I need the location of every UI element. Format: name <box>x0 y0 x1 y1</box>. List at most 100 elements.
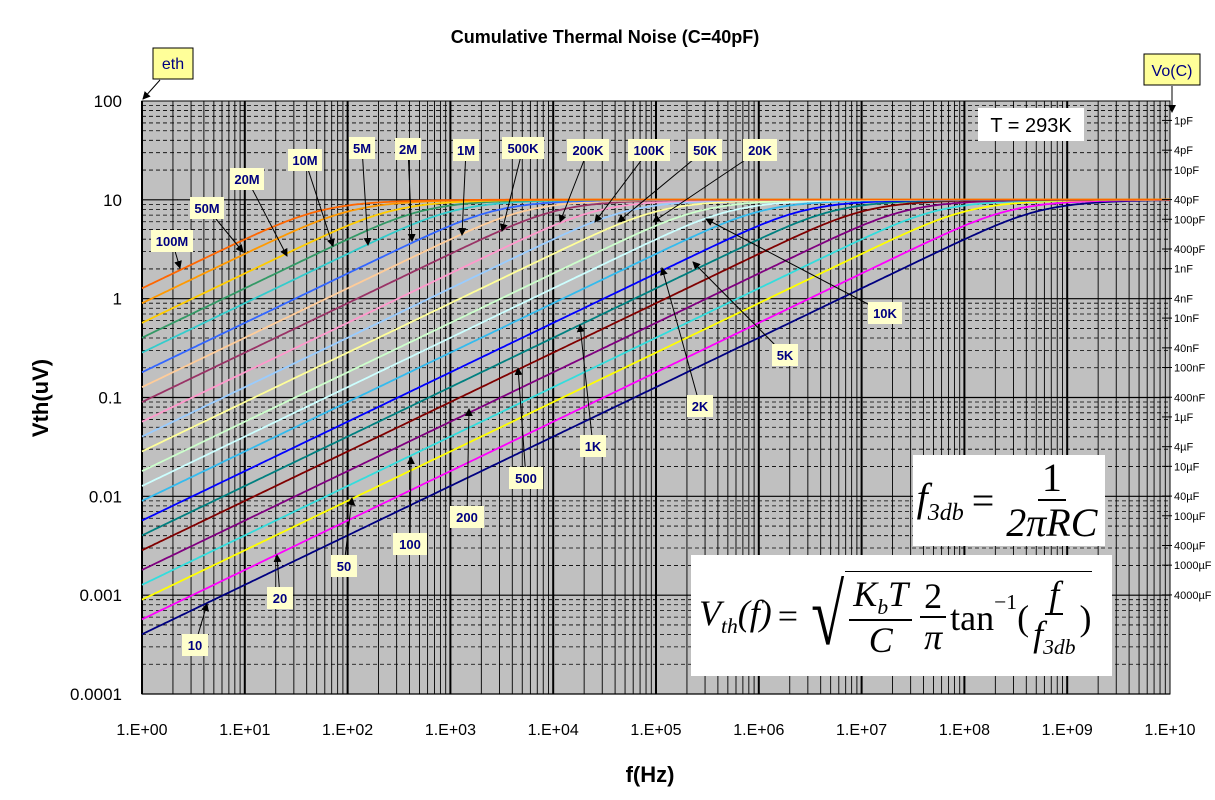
y-tick-label: 0.0001 <box>70 685 122 704</box>
series-label: 1M <box>457 143 475 158</box>
y-tick-label: 100 <box>94 92 122 111</box>
series-label-arrow <box>458 149 467 236</box>
series-label-arrow <box>514 367 527 479</box>
series-label: 100K <box>633 143 665 158</box>
eth-box <box>152 47 194 80</box>
series-label-box <box>395 138 421 160</box>
series-label: 5M <box>353 141 371 156</box>
y-tick-label: 10 <box>103 191 122 210</box>
x-tick-label: 1.E+10 <box>1144 722 1195 739</box>
secondary-tick-label: 1pF <box>1174 115 1193 127</box>
x-tick-label: 1.E+09 <box>1042 722 1093 739</box>
f-over-f3db: f f3db <box>1033 573 1076 660</box>
series-line-10 <box>141 199 1171 636</box>
series-label-box <box>267 587 293 609</box>
series-label-arrow <box>558 149 589 223</box>
series-line-100 <box>141 198 1170 586</box>
y-tick-label: 1 <box>113 290 122 309</box>
series-label-arrow <box>594 149 650 223</box>
secondary-tick-label: 4pF <box>1174 145 1193 157</box>
series-label: 2M <box>399 142 417 157</box>
series-label-arrow <box>246 178 288 257</box>
series-label-box <box>453 139 479 161</box>
series-label-box <box>772 344 798 366</box>
y-tick-label: 0.01 <box>89 487 122 506</box>
y-tick-label: 0.001 <box>79 586 122 605</box>
equals: = <box>777 595 799 636</box>
series-label: 20 <box>273 591 287 606</box>
numerator: 1 <box>1037 456 1066 501</box>
series-label: 50 <box>337 559 351 574</box>
series-label: 100 <box>399 537 421 552</box>
series-label-arrow <box>660 267 701 407</box>
eth-arrow <box>142 79 161 100</box>
series-label-box <box>567 139 609 161</box>
series-label: 50K <box>693 143 717 158</box>
x-tick-label: 1.E+03 <box>425 722 476 739</box>
series-label-box <box>182 634 208 656</box>
tan: tan <box>950 597 995 638</box>
series-label: 50M <box>194 201 219 216</box>
series-label-box <box>288 149 322 171</box>
temperature-label: T = 293K <box>990 115 1072 137</box>
series-label: 200K <box>572 143 604 158</box>
x-tick-label: 1.E+04 <box>528 722 579 739</box>
secondary-tick-label: 4000µF <box>1174 590 1212 602</box>
x-tick-label: 1.E+02 <box>322 722 373 739</box>
series-line-20 <box>141 199 1170 621</box>
x-tick-label: 1.E+06 <box>733 722 784 739</box>
series-label-box <box>509 467 543 489</box>
secondary-tick-label: 1nF <box>1174 264 1193 276</box>
two-over-pi: 2 π <box>920 577 947 657</box>
series-label-box <box>230 168 264 190</box>
f3db-formula: f3db = 1 2πRC <box>913 455 1105 546</box>
series-label-box <box>868 302 902 324</box>
series-label-arrow <box>692 261 786 356</box>
series-label: 500K <box>507 141 539 156</box>
series-label-box <box>687 395 713 417</box>
secondary-tick-label: 10nF <box>1174 313 1199 325</box>
equals: = <box>971 478 995 523</box>
f3db-symbol: f3db <box>916 475 964 526</box>
secondary-tick-label: 10pF <box>1174 165 1199 177</box>
secondary-tick-label: 100nF <box>1174 363 1205 375</box>
series-label: 2K <box>692 399 709 414</box>
series-label-arrow <box>407 148 416 242</box>
secondary-tick-label: 40pF <box>1174 195 1199 207</box>
series-label-arrow <box>705 218 886 314</box>
fraction: 1 2πRC <box>1006 456 1097 545</box>
series-label-box <box>393 533 427 555</box>
series-label-box <box>190 197 224 219</box>
vth-symbol: Vth(f) <box>699 592 772 639</box>
series-label-box <box>349 137 375 159</box>
series-label: 10 <box>188 638 202 653</box>
series-label-box <box>450 506 484 528</box>
series-label-box <box>688 139 722 161</box>
series-label: 100M <box>156 234 189 249</box>
secondary-tick-label: 10µF <box>1174 461 1200 473</box>
series-label: 20M <box>234 172 259 187</box>
vo-box <box>1143 53 1201 86</box>
secondary-tick-label: 4nF <box>1174 293 1193 305</box>
series-label: 10M <box>292 153 317 168</box>
sqrt: √ KbT C 2 π tan −1 ( f f3db ) <box>811 567 1092 664</box>
series-line-100M <box>141 198 1170 290</box>
vo-label: Vo(C) <box>1152 63 1193 80</box>
x-axis-label: f(Hz) <box>626 762 675 787</box>
series-label: 5K <box>777 348 794 363</box>
secondary-tick-label: 400pF <box>1174 244 1205 256</box>
secondary-tick-label: 4µF <box>1174 442 1193 454</box>
series-label: 10K <box>873 306 897 321</box>
temperature-box <box>978 108 1084 141</box>
series-label: 500 <box>515 471 537 486</box>
x-tick-label: 1.E+05 <box>630 722 681 739</box>
series-label-arrow <box>406 456 415 545</box>
series-label-arrow <box>652 149 761 223</box>
chart-title: Cumulative Thermal Noise (C=40pF) <box>451 27 760 47</box>
series-line-50 <box>141 198 1170 601</box>
y-tick-label: 0.1 <box>98 389 122 408</box>
kt-over-c: KbT C <box>849 575 913 660</box>
series-label-box <box>331 555 357 577</box>
series-label-arrow <box>343 497 356 567</box>
